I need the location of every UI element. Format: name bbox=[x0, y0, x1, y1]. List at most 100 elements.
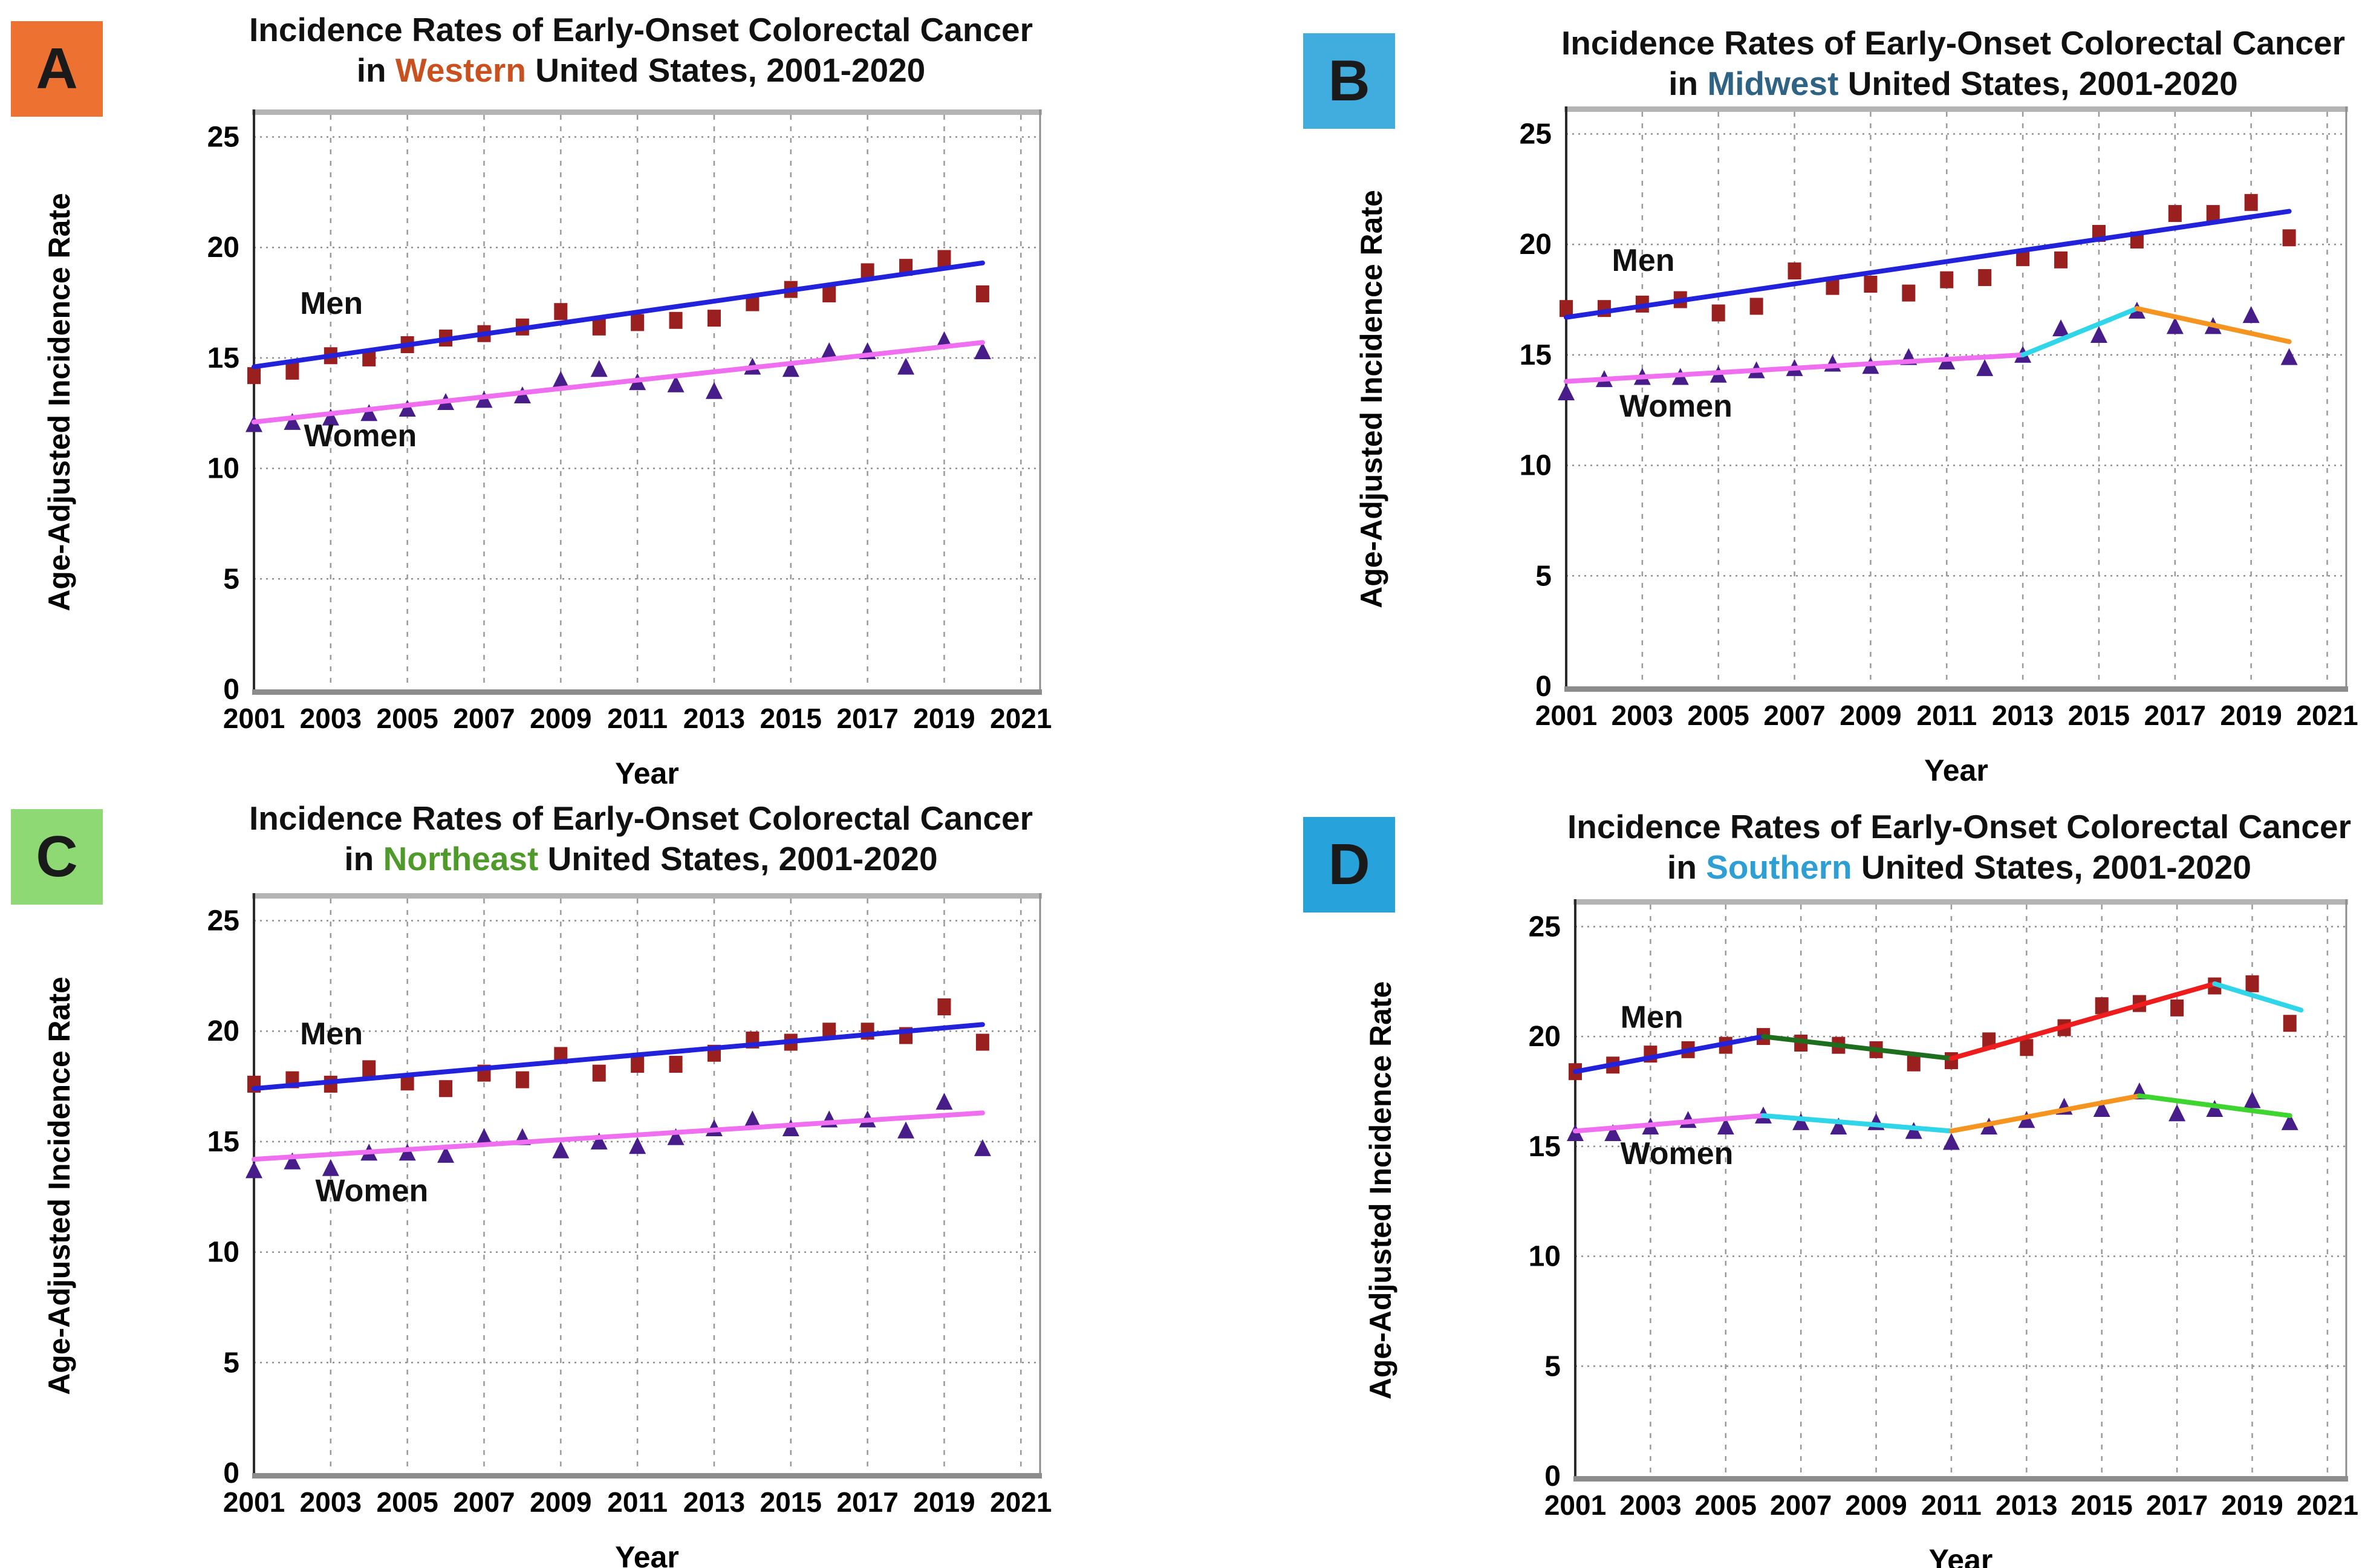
chart-title-western: Incidence Rates of Early-Onset Colorecta… bbox=[212, 10, 1070, 91]
panel-western: A Incidence Rates of Early-Onset Colorec… bbox=[0, 0, 1182, 784]
women-marker bbox=[246, 1161, 262, 1179]
x-tick-label: 2015 bbox=[2071, 1489, 2133, 1521]
plot-border-top bbox=[1573, 899, 2348, 905]
title-line1: Incidence Rates of Early-Onset Colorecta… bbox=[1561, 24, 2345, 62]
x-tick-label: 2005 bbox=[376, 1486, 438, 1518]
y-tick-label: 5 bbox=[1544, 1350, 1561, 1382]
men-marker bbox=[822, 285, 836, 302]
region-word-midwest: Midwest bbox=[1707, 65, 1839, 102]
men-marker bbox=[1978, 269, 1992, 287]
x-tick-label: 2013 bbox=[1992, 700, 2054, 731]
x-tick-label: 2011 bbox=[1921, 1489, 1982, 1521]
y-tick-label: 15 bbox=[207, 1126, 239, 1158]
x-tick-label: 2013 bbox=[683, 1486, 745, 1518]
men-marker bbox=[1749, 298, 1763, 315]
women-marker bbox=[399, 1143, 416, 1161]
trend-line bbox=[1573, 1113, 1766, 1134]
men-marker bbox=[2054, 251, 2068, 268]
y-tick-label: 25 bbox=[207, 122, 239, 154]
y-tick-label: 20 bbox=[207, 232, 239, 264]
women-marker bbox=[2052, 319, 2070, 337]
men-marker bbox=[2244, 194, 2258, 211]
women-marker bbox=[897, 357, 915, 375]
series-label: Women bbox=[315, 1174, 428, 1209]
women-marker bbox=[322, 408, 339, 426]
y-tick-label: 5 bbox=[1535, 560, 1552, 592]
women-marker bbox=[1792, 1113, 1810, 1130]
men-marker bbox=[1788, 262, 1801, 280]
region-word-northeast: Northeast bbox=[383, 840, 539, 877]
y-tick-label: 20 bbox=[207, 1015, 239, 1047]
men-marker bbox=[2282, 229, 2296, 247]
women-marker bbox=[782, 360, 799, 377]
y-tick-label: 10 bbox=[1520, 450, 1552, 482]
y-tick-label: 15 bbox=[207, 342, 239, 374]
women-marker bbox=[629, 1137, 646, 1154]
x-tick-label: 2001 bbox=[223, 1486, 285, 1518]
men-marker bbox=[669, 311, 683, 329]
men-marker bbox=[1560, 300, 1573, 317]
x-tick-label: 2019 bbox=[913, 1486, 975, 1518]
region-word-southern: Southern bbox=[1706, 848, 1852, 886]
women-marker bbox=[935, 1093, 953, 1110]
y-axis-label: Age-Adjusted Incidence Rate bbox=[42, 193, 76, 611]
series-label: Women bbox=[1621, 1136, 1734, 1171]
trend-line bbox=[252, 1022, 985, 1091]
x-tick-label: 2007 bbox=[1770, 1489, 1832, 1521]
x-axis-label: Year bbox=[615, 756, 679, 784]
men-marker bbox=[1826, 278, 1840, 295]
women-marker bbox=[475, 1128, 493, 1145]
men-marker bbox=[439, 1080, 453, 1098]
trend-line bbox=[2212, 981, 2304, 1013]
y-tick-label: 25 bbox=[1529, 911, 1561, 943]
chart-title-southern: Incidence Rates of Early-Onset Colorecta… bbox=[1536, 807, 2365, 888]
men-marker bbox=[362, 349, 376, 366]
x-tick-label: 2021 bbox=[990, 703, 1052, 734]
trend-line bbox=[2020, 306, 2139, 357]
title-suffix: United States, 2001-2020 bbox=[1861, 848, 2251, 886]
women-marker bbox=[590, 360, 608, 377]
plot-border-bottom bbox=[252, 1473, 1042, 1479]
panel-midwest: B Incidence Rates of Early-Onset Colorec… bbox=[1182, 0, 2365, 784]
men-marker bbox=[2283, 1015, 2297, 1032]
women-marker bbox=[2280, 348, 2298, 365]
women-marker bbox=[322, 1159, 339, 1176]
x-tick-label: 2007 bbox=[453, 1486, 515, 1518]
women-marker bbox=[667, 1128, 685, 1145]
chart-western: Men Women 0 5 10 15 20 25 2001 2003 2005 2007 2009 20… bbox=[42, 109, 1052, 784]
men-marker bbox=[592, 1064, 606, 1082]
men-marker bbox=[2245, 975, 2259, 992]
x-tick-label: 2003 bbox=[1612, 700, 1673, 731]
y-tick-label: 15 bbox=[1520, 339, 1552, 371]
women-marker bbox=[552, 371, 570, 388]
x-tick-label: 2013 bbox=[683, 703, 745, 734]
title-line1: Incidence Rates of Early-Onset Colorecta… bbox=[1567, 808, 2351, 845]
x-tick-label: 2001 bbox=[223, 703, 285, 734]
women-marker bbox=[782, 1119, 799, 1136]
women-marker bbox=[2243, 1091, 2261, 1108]
trend-line bbox=[1573, 1034, 1766, 1075]
y-tick-label: 25 bbox=[1520, 119, 1552, 151]
x-axis-label: Year bbox=[1929, 1543, 1993, 1568]
y-tick-label: 5 bbox=[223, 1347, 239, 1379]
women-marker bbox=[2090, 326, 2107, 343]
men-marker bbox=[2170, 999, 2184, 1017]
plot-border-bottom bbox=[1573, 1476, 2348, 1482]
women-marker bbox=[705, 382, 723, 399]
men-marker bbox=[592, 318, 606, 336]
women-marker bbox=[1830, 1117, 1847, 1135]
women-marker bbox=[437, 1145, 455, 1163]
x-tick-label: 2007 bbox=[1763, 700, 1825, 731]
chart-title-northeast: Incidence Rates of Early-Onset Colorecta… bbox=[212, 798, 1070, 879]
chart-midwest: Men Women 0 5 10 15 20 25 2001 2003 2005 2007 2009 20… bbox=[1355, 106, 2358, 784]
women-marker bbox=[2166, 317, 2184, 334]
plot-border-top bbox=[1564, 106, 2348, 112]
women-marker bbox=[1976, 359, 1994, 376]
x-tick-label: 2011 bbox=[1916, 700, 1977, 731]
y-tick-label: 20 bbox=[1520, 229, 1552, 261]
trend-line bbox=[1564, 209, 2292, 320]
x-tick-label: 2001 bbox=[1535, 700, 1597, 731]
men-marker bbox=[1864, 276, 1878, 293]
series-label: Men bbox=[1612, 243, 1675, 278]
series-label: Men bbox=[300, 286, 363, 321]
